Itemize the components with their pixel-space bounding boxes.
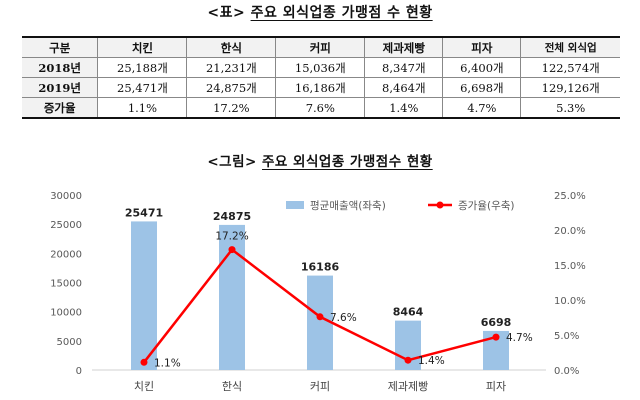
table-cell: 16,186개 bbox=[275, 77, 365, 98]
legend-bar-label: 평균매출액(좌축) bbox=[310, 200, 386, 212]
table-title-prefix: <표> bbox=[207, 5, 246, 21]
table-cell: 4.7% bbox=[442, 97, 521, 119]
table-header: 치킨 bbox=[97, 36, 187, 58]
table-header: 한식 bbox=[186, 36, 276, 58]
growth-rate-point bbox=[140, 358, 148, 366]
right-axis-tick-label: 10.0% bbox=[554, 296, 586, 307]
right-axis-tick-label: 25.0% bbox=[554, 191, 586, 202]
table-cell: 25,471개 bbox=[97, 77, 187, 98]
table-row: 2019년 25,471개 24,875개 16,186개 8,464개 6,6… bbox=[22, 77, 620, 98]
right-axis-tick-label: 5.0% bbox=[554, 331, 579, 342]
right-axis-tick-label: 15.0% bbox=[554, 261, 586, 272]
table-cell: 122,574개 bbox=[520, 57, 620, 78]
table-header-row: 구분 치킨 한식 커피 제과제빵 피자 전체 외식업 bbox=[22, 36, 620, 58]
row-label: 2019년 bbox=[22, 77, 98, 98]
table-header: 구분 bbox=[22, 36, 98, 58]
left-axis-tick-label: 25000 bbox=[50, 220, 82, 231]
table-row: 증가율 1.1% 17.2% 7.6% 1.4% 4.7% 5.3% bbox=[22, 97, 620, 119]
left-axis-tick-label: 5000 bbox=[57, 337, 82, 348]
table-header: 전체 외식업 bbox=[520, 36, 620, 58]
figure-title-main: 주요 외식업종 가맹점수 현황 bbox=[262, 154, 433, 170]
legend-line-marker bbox=[436, 201, 444, 209]
bar-value-label: 8464 bbox=[393, 306, 424, 319]
table-cell: 24,875개 bbox=[186, 77, 276, 98]
legend-bar-swatch bbox=[286, 201, 304, 209]
growth-rate-point bbox=[404, 356, 412, 364]
growth-rate-point bbox=[228, 246, 236, 254]
growth-rate-label: 1.4% bbox=[418, 355, 445, 367]
category-label: 피자 bbox=[486, 380, 506, 393]
table-cell: 17.2% bbox=[186, 97, 276, 119]
table-cell: 129,126개 bbox=[520, 77, 620, 98]
growth-rate-point bbox=[492, 333, 500, 341]
table-cell: 1.4% bbox=[364, 97, 443, 119]
row-label: 2018년 bbox=[22, 57, 98, 78]
row-label: 증가율 bbox=[22, 97, 98, 119]
growth-rate-label: 7.6% bbox=[330, 312, 357, 324]
table-cell: 15,036개 bbox=[275, 57, 365, 78]
left-axis-tick-label: 0 bbox=[76, 366, 82, 377]
bar-커피 bbox=[307, 275, 333, 370]
category-label: 치킨 bbox=[134, 380, 154, 393]
figure-title-prefix: <그림> bbox=[207, 154, 257, 170]
right-axis-tick-label: 0.0% bbox=[554, 366, 579, 377]
table-cell: 1.1% bbox=[97, 97, 187, 119]
left-axis-tick-label: 10000 bbox=[50, 308, 82, 319]
combo-chart: 0 5000 10000 15000 20000 25000 30000 0.0% 5.0% 10… bbox=[50, 191, 586, 393]
table-row: 2018년 25,188개 21,231개 15,036개 8,347개 6,4… bbox=[22, 57, 620, 78]
growth-rate-label: 4.7% bbox=[506, 332, 533, 344]
table-cell: 7.6% bbox=[275, 97, 365, 119]
bar-value-label: 24875 bbox=[213, 210, 251, 223]
growth-rate-label: 17.2% bbox=[215, 231, 248, 243]
legend-line-label: 증가율(우축) bbox=[458, 200, 515, 212]
category-label: 한식 bbox=[222, 380, 242, 393]
category-label: 제과제빵 bbox=[388, 380, 428, 393]
category-label: 커피 bbox=[310, 380, 330, 393]
table-cell: 25,188개 bbox=[97, 57, 187, 78]
table-title: <표> 주요 외식업종 가맹점 수 현황 bbox=[0, 2, 640, 22]
table-cell: 5.3% bbox=[520, 97, 620, 119]
table-header: 제과제빵 bbox=[364, 36, 443, 58]
table-header: 피자 bbox=[442, 36, 521, 58]
franchise-count-table: 구분 치킨 한식 커피 제과제빵 피자 전체 외식업 2018년 25,188개… bbox=[22, 36, 620, 119]
bar-value-label: 25471 bbox=[125, 206, 163, 219]
growth-rate-label: 1.1% bbox=[154, 357, 181, 369]
table-header: 커피 bbox=[275, 36, 365, 58]
table-cell: 8,347개 bbox=[364, 57, 443, 78]
bar-value-label: 6698 bbox=[481, 316, 512, 329]
table-cell: 6,698개 bbox=[442, 77, 521, 98]
bar-치킨 bbox=[131, 221, 157, 370]
table-cell: 8,464개 bbox=[364, 77, 443, 98]
bar-value-label: 16186 bbox=[301, 261, 340, 274]
left-axis-tick-label: 20000 bbox=[50, 249, 82, 260]
figure-title: <그림> 주요 외식업종 가맹점수 현황 bbox=[0, 150, 640, 170]
table-title-main: 주요 외식업종 가맹점 수 현황 bbox=[250, 5, 433, 21]
table-cell: 6,400개 bbox=[442, 57, 521, 78]
right-axis-tick-label: 20.0% bbox=[554, 226, 586, 237]
left-axis-tick-label: 15000 bbox=[50, 279, 82, 290]
growth-rate-point bbox=[316, 313, 324, 321]
left-axis-tick-label: 30000 bbox=[50, 191, 82, 202]
table-cell: 21,231개 bbox=[186, 57, 276, 78]
